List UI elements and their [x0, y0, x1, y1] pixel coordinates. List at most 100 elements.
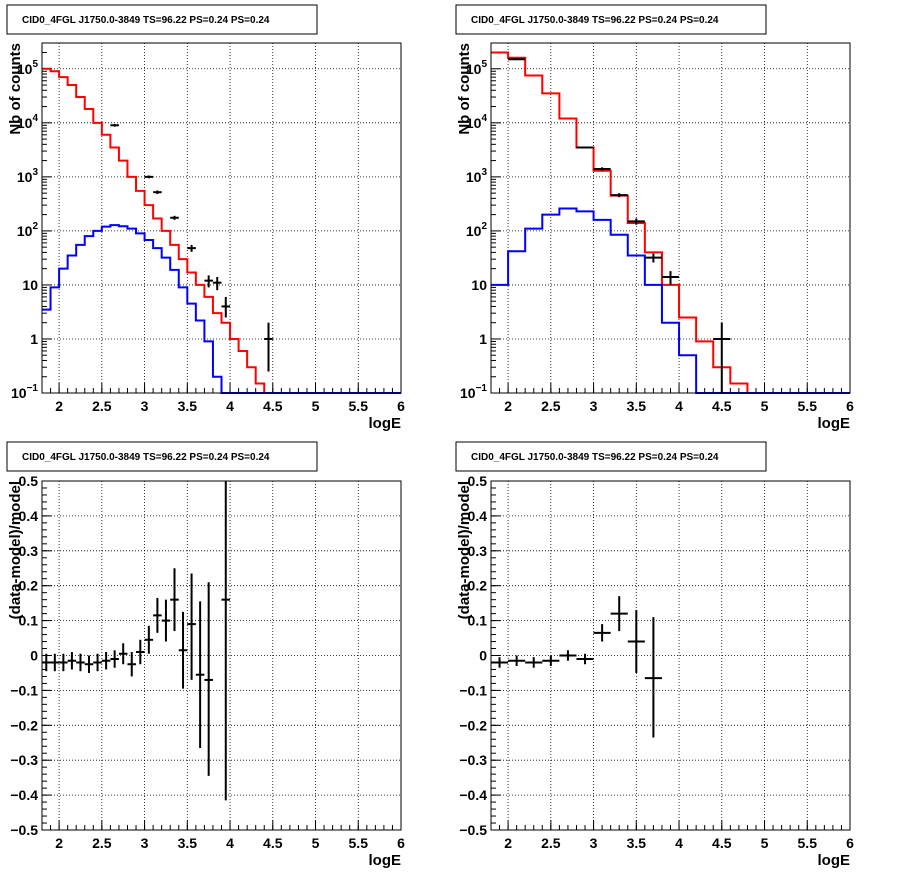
y-tick-label: 0.2: [19, 578, 39, 594]
y-tick-label: −0.1: [459, 682, 487, 698]
data-point: [170, 215, 179, 220]
y-tick-label: −0.3: [10, 752, 38, 768]
x-tick-label: 6: [846, 398, 854, 414]
data-point: [221, 296, 231, 318]
x-tick-label: 5.5: [798, 398, 818, 414]
y-axis-label: (data-model)/model: [7, 481, 24, 619]
y-tick-label: 104: [466, 113, 488, 131]
data-point: [221, 481, 231, 801]
x-tick-label: 5.5: [349, 835, 369, 851]
y-tick-label: 10−1: [11, 383, 38, 401]
data-point: [542, 655, 560, 666]
data-point: [713, 322, 731, 393]
data-point: [508, 58, 526, 61]
panel-bottom-left: CID0_4FGL J1750.0-3849 TS=96.22 PS=0.24 …: [6, 441, 405, 869]
data-point: [110, 650, 119, 668]
data-point: [50, 653, 60, 672]
y-tick-label: 0.3: [468, 543, 488, 559]
y-tick-label: −0.1: [10, 682, 38, 698]
data-point: [144, 175, 154, 179]
x-tick-label: 2: [504, 398, 512, 414]
data-point: [576, 653, 594, 665]
data-point: [118, 643, 128, 665]
panel-top-left: CID0_4FGL J1750.0-3849 TS=96.22 PS=0.24 …: [6, 4, 405, 432]
y-tick-label: −0.5: [459, 822, 487, 838]
x-tick-label: 2.5: [92, 398, 112, 414]
data-point: [204, 275, 213, 288]
x-tick-label: 3: [141, 835, 149, 851]
x-tick-label: 4: [226, 835, 234, 851]
y-tick-label: 102: [466, 221, 488, 239]
y-tick-label: −0.3: [459, 752, 487, 768]
y-tick-label: 104: [17, 113, 39, 131]
y-tick-label: −0.4: [459, 787, 487, 803]
y-tick-label: 0: [479, 648, 487, 664]
x-tick-label: 4: [675, 835, 683, 851]
data-point: [610, 596, 628, 632]
plot-frame: [41, 42, 402, 394]
data-point: [661, 271, 680, 285]
data-point: [576, 146, 594, 149]
x-axis-label: logE: [369, 415, 402, 432]
data-point: [178, 611, 188, 689]
data-point: [153, 597, 162, 633]
x-tick-label: 4.5: [263, 835, 283, 851]
x-tick-label: 3.5: [627, 398, 647, 414]
x-axis-label: logE: [818, 852, 851, 869]
y-tick-label: 103: [466, 167, 488, 185]
data-point: [525, 657, 543, 668]
data-point: [195, 601, 205, 748]
x-tick-label: 4: [675, 398, 683, 414]
x-tick-label: 6: [397, 398, 405, 414]
data-point: [204, 582, 213, 776]
plot-background: [491, 43, 850, 393]
y-tick-label: −0.4: [10, 787, 38, 803]
x-tick-label: 2: [55, 398, 63, 414]
plot-background: [42, 481, 401, 830]
data-point: [84, 655, 94, 673]
x-axis-label: logE: [818, 415, 851, 432]
y-tick-label: 105: [17, 59, 39, 77]
chart-title: CID0_4FGL J1750.0-3849 TS=96.22 PS=0.24 …: [22, 15, 270, 26]
x-tick-label: 3.5: [178, 398, 198, 414]
x-tick-label: 2: [55, 835, 63, 851]
chart-title: CID0_4FGL J1750.0-3849 TS=96.22 PS=0.24 …: [471, 452, 719, 463]
data-point: [593, 167, 611, 171]
data-point: [170, 568, 179, 632]
y-tick-label: 0: [30, 648, 38, 664]
data-point: [93, 653, 102, 672]
y-tick-label: −0.2: [459, 717, 487, 733]
data-point: [264, 322, 273, 372]
y-tick-label: 0.2: [468, 578, 488, 594]
x-tick-label: 3: [590, 835, 598, 851]
y-tick-label: 102: [17, 221, 39, 239]
x-tick-label: 4.5: [712, 398, 732, 414]
data-point: [212, 277, 222, 291]
x-tick-label: 5.5: [798, 835, 818, 851]
plot-frame: [41, 480, 402, 831]
plot-background: [491, 481, 850, 830]
title-box: [455, 4, 767, 35]
data-point: [67, 652, 77, 670]
chart-title: CID0_4FGL J1750.0-3849 TS=96.22 PS=0.24 …: [22, 452, 270, 463]
x-tick-label: 5: [312, 835, 320, 851]
y-axis-label: Nb of counts: [7, 43, 24, 135]
data-point: [59, 653, 68, 672]
data-point: [187, 573, 196, 680]
plot-frame: [490, 42, 851, 394]
data-point: [42, 653, 51, 672]
data-point: [559, 650, 577, 661]
data-point: [153, 190, 162, 195]
data-point: [491, 657, 509, 668]
plot-frame: [490, 480, 851, 831]
plot-background: [42, 43, 401, 393]
data-point: [144, 625, 154, 654]
y-axis-label: Nb of counts: [456, 43, 473, 135]
x-tick-label: 6: [397, 835, 405, 851]
data-point: [136, 639, 145, 665]
y-tick-label: 0.1: [468, 613, 488, 629]
x-tick-label: 6: [846, 835, 854, 851]
y-tick-label: −0.2: [10, 717, 38, 733]
x-tick-label: 3: [141, 398, 149, 414]
